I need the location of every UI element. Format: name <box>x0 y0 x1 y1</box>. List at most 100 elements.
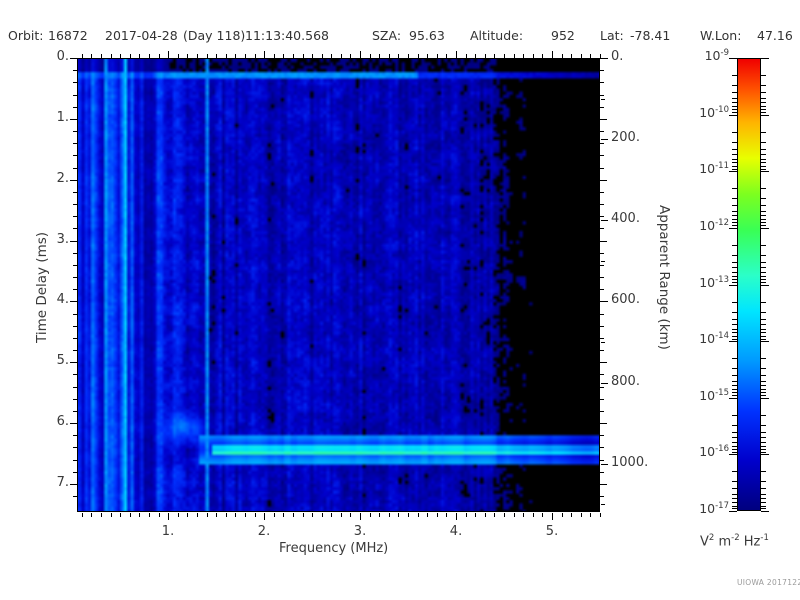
x-top-tick <box>581 54 582 58</box>
colorbar-minor-tick <box>732 262 737 263</box>
y-left-tick-label: 6. <box>56 414 69 429</box>
x-tick-label: 5. <box>545 524 559 539</box>
x-top-tick <box>101 54 102 58</box>
colorbar-minor-tick <box>732 494 737 495</box>
colorbar-minor-tick <box>732 85 737 86</box>
colorbar-minor-tick <box>732 389 737 390</box>
y-right-inner-tick <box>600 374 604 375</box>
x-minor-tick <box>514 513 515 517</box>
colorbar-minor-tick <box>732 432 737 433</box>
y-left-major-tick <box>70 58 77 59</box>
y-left-major-tick <box>70 301 77 302</box>
x-top-tick <box>293 54 294 58</box>
y-right-inner-tick <box>600 314 604 315</box>
x-minor-tick <box>274 513 275 517</box>
colorbar-minor-tick-right <box>761 282 766 283</box>
y-left-minor-tick <box>73 338 77 339</box>
x-minor-tick <box>101 513 102 517</box>
orbit-label: Orbit: <box>8 28 44 43</box>
colorbar-minor-tick-right <box>761 389 766 390</box>
x-minor-tick <box>504 513 505 517</box>
wlon-value: 47.16 <box>757 28 793 43</box>
x-top-tick <box>139 54 140 58</box>
y-left-minor-tick <box>73 289 77 290</box>
y-left-tick-label: 3. <box>56 232 69 247</box>
colorbar-minor-tick <box>732 169 737 170</box>
colorbar-minor-tick <box>732 336 737 337</box>
colorbar-minor-tick <box>732 368 737 369</box>
colorbar-minor-tick-right <box>761 302 766 303</box>
colorbar-minor-tick-right <box>761 452 766 453</box>
y-left-minor-tick <box>73 447 77 448</box>
colorbar-major-tick <box>729 398 737 399</box>
x-top-tick <box>350 54 351 58</box>
y-left-minor-tick <box>73 435 77 436</box>
colorbar-minor-tick <box>732 481 737 482</box>
colorbar-minor-tick-right <box>761 319 766 320</box>
x-top-tick <box>341 54 342 58</box>
colorbar-tick-label: 10-17 <box>659 501 729 516</box>
x-top-tick <box>456 51 457 58</box>
x-minor-tick <box>600 513 601 517</box>
colorbar-minor-tick-right <box>761 154 766 155</box>
colorbar-minor-tick-right <box>761 488 766 489</box>
colorbar-minor-tick <box>732 392 737 393</box>
x-top-tick <box>475 54 476 58</box>
x-top-tick <box>466 54 467 58</box>
x-minor-tick <box>466 513 467 517</box>
colorbar-major-tick-right <box>761 115 769 116</box>
colorbar-minor-tick <box>732 159 737 160</box>
x-minor-tick <box>216 513 217 517</box>
y-right-tick-label: 200. <box>611 130 640 145</box>
colorbar-minor-tick-right <box>761 162 766 163</box>
x-minor-tick <box>523 513 524 517</box>
x-minor-tick <box>322 513 323 517</box>
x-top-tick <box>446 54 447 58</box>
x-top-tick <box>427 54 428 58</box>
x-top-tick <box>312 54 313 58</box>
colorbar-tick-exponent: -11 <box>715 161 729 171</box>
colorbar-major-tick-right <box>761 58 769 59</box>
y-left-minor-tick <box>73 155 77 156</box>
x-tick-label: 1. <box>161 524 175 539</box>
colorbar-minor-tick <box>732 449 737 450</box>
y-right-inner-tick <box>600 411 604 412</box>
x-minor-tick <box>341 513 342 517</box>
x-minor-tick <box>293 513 294 517</box>
x-top-tick <box>504 54 505 58</box>
x-major-tick <box>264 513 265 520</box>
y-left-minor-tick <box>73 70 77 71</box>
colorbar-minor-tick <box>732 162 737 163</box>
x-minor-tick <box>245 513 246 517</box>
x-major-tick <box>360 513 361 520</box>
colorbar-minor-tick <box>732 225 737 226</box>
x-top-tick <box>379 54 380 58</box>
colorbar-minor-tick-right <box>761 276 766 277</box>
colorbar-minor-tick <box>732 508 737 509</box>
y-left-minor-tick <box>73 277 77 278</box>
x-minor-tick <box>91 513 92 517</box>
x-minor-tick <box>331 513 332 517</box>
colorbar-minor-tick-right <box>761 437 766 438</box>
y-left-major-tick <box>70 484 77 485</box>
colorbar-minor-tick <box>732 282 737 283</box>
colorbar <box>737 58 761 511</box>
x-top-tick <box>264 51 265 58</box>
x-minor-tick <box>494 513 495 517</box>
x-tick-label: 3. <box>353 524 367 539</box>
x-top-tick <box>82 54 83 58</box>
y-right-inner-tick <box>600 460 604 461</box>
y-left-minor-tick <box>73 374 77 375</box>
colorbar-major-tick-right <box>761 341 769 342</box>
colorbar-minor-tick-right <box>761 159 766 160</box>
colorbar-minor-tick-right <box>761 75 766 76</box>
x-minor-tick <box>437 513 438 517</box>
colorbar-minor-tick-right <box>761 142 766 143</box>
y-right-major-tick <box>601 383 608 384</box>
y-right-tick-label: 800. <box>611 374 640 389</box>
x-minor-tick <box>197 513 198 517</box>
colorbar-minor-tick <box>732 132 737 133</box>
colorbar-minor-tick <box>732 112 737 113</box>
colorbar-minor-tick-right <box>761 267 766 268</box>
